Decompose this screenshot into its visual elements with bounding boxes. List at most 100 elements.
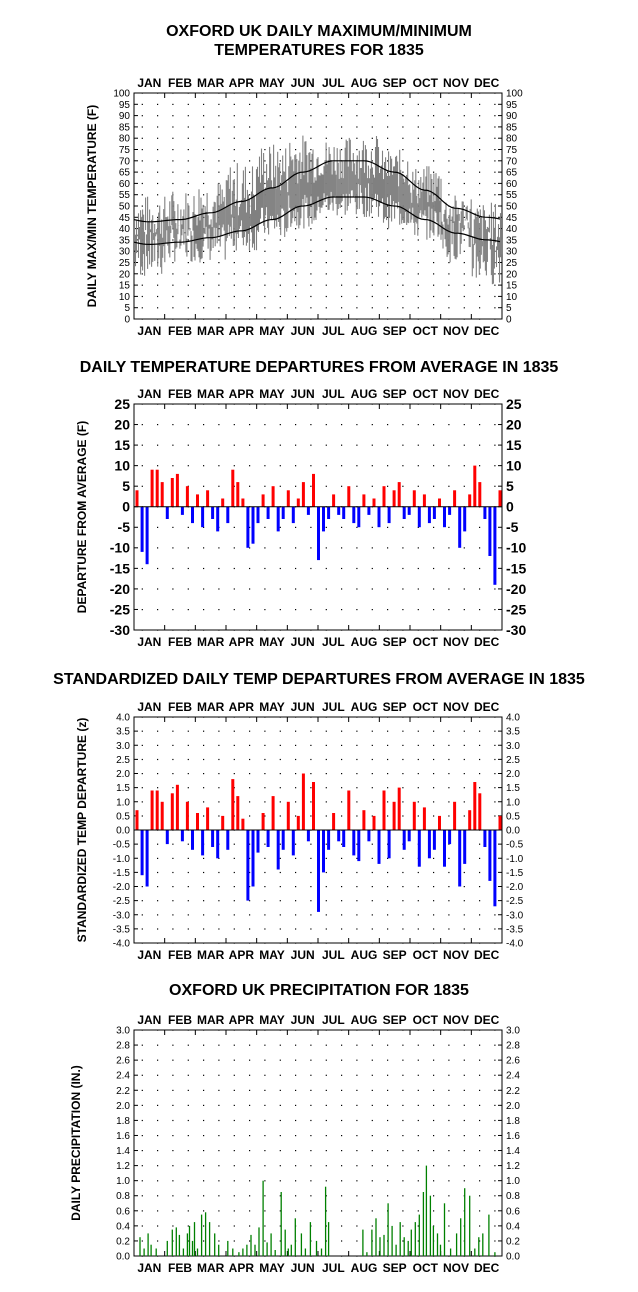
y-tick-label: 0 bbox=[506, 499, 514, 515]
grid-dot bbox=[448, 1210, 450, 1212]
grid-dot bbox=[295, 801, 297, 803]
grid-dot bbox=[157, 928, 159, 930]
grid-dot bbox=[463, 465, 465, 467]
grid-dot bbox=[494, 526, 496, 528]
grid-dot bbox=[310, 588, 312, 590]
grid-dot bbox=[310, 1210, 312, 1212]
grid-dot bbox=[172, 444, 174, 446]
grid-dot bbox=[341, 1104, 343, 1106]
month-label: FEB bbox=[168, 948, 192, 962]
y-tick-label: -20 bbox=[110, 581, 130, 597]
grid-dot bbox=[325, 485, 327, 487]
grid-dot bbox=[463, 773, 465, 775]
y-tick-label: 10 bbox=[506, 292, 518, 303]
grid-dot bbox=[325, 1180, 327, 1182]
data-bar bbox=[312, 473, 315, 507]
grid-dot bbox=[279, 1210, 281, 1212]
grid-dot bbox=[433, 1225, 435, 1227]
grid-dot bbox=[356, 928, 358, 930]
grid-dot bbox=[279, 773, 281, 775]
grid-dot bbox=[402, 588, 404, 590]
month-label: JUN bbox=[291, 700, 315, 714]
grid-dot bbox=[417, 1165, 419, 1167]
grid-dot bbox=[187, 1240, 189, 1242]
grid-dot bbox=[310, 1089, 312, 1091]
grid-dot bbox=[448, 115, 450, 117]
grid-dot bbox=[279, 273, 281, 275]
grid-dot bbox=[218, 857, 220, 859]
grid-dot bbox=[172, 1210, 174, 1212]
grid-dot bbox=[157, 160, 159, 162]
grid-dot bbox=[249, 1135, 251, 1137]
grid-dot bbox=[279, 1240, 281, 1242]
grid-dot bbox=[249, 1044, 251, 1046]
grid-dot bbox=[279, 609, 281, 611]
grid-dot bbox=[479, 182, 481, 185]
grid-dot bbox=[402, 716, 404, 718]
grid-dot bbox=[402, 801, 404, 803]
y-tick-label: -10 bbox=[506, 540, 526, 556]
data-bar bbox=[266, 830, 270, 847]
y-tick-label: 1.5 bbox=[116, 783, 130, 794]
grid-dot bbox=[371, 273, 373, 275]
y-tick-label: -2.5 bbox=[506, 896, 524, 907]
grid-dot bbox=[494, 1195, 496, 1197]
grid-dot bbox=[371, 1089, 373, 1091]
grid-dot bbox=[249, 547, 251, 549]
month-label: MAR bbox=[197, 76, 225, 90]
grid-dot bbox=[387, 295, 389, 298]
grid-dot bbox=[356, 284, 358, 286]
grid-dot bbox=[218, 194, 220, 196]
grid-dot bbox=[341, 629, 343, 631]
month-label: JUL bbox=[322, 387, 345, 401]
month-label: APR bbox=[229, 700, 255, 714]
grid-dot bbox=[187, 444, 189, 446]
grid-dot bbox=[141, 829, 143, 831]
grid-dot bbox=[325, 1240, 327, 1242]
grid-dot bbox=[310, 829, 312, 831]
grid-dot bbox=[295, 928, 297, 930]
grid-dot bbox=[249, 829, 251, 831]
grid-dot bbox=[157, 1135, 159, 1137]
grid-dot bbox=[387, 1119, 389, 1122]
grid-dot bbox=[141, 1180, 143, 1182]
grid-dot bbox=[341, 801, 343, 803]
grid-dot bbox=[417, 629, 419, 631]
grid-dot bbox=[310, 284, 312, 286]
grid-dot bbox=[387, 1165, 389, 1167]
data-bar bbox=[241, 818, 245, 830]
grid-dot bbox=[402, 295, 404, 298]
grid-dot bbox=[387, 928, 389, 930]
grid-dot bbox=[479, 942, 481, 944]
grid-dot bbox=[325, 115, 327, 117]
data-bar bbox=[281, 506, 285, 519]
grid-dot bbox=[187, 250, 189, 252]
grid-dot bbox=[295, 629, 297, 631]
grid-dot bbox=[295, 773, 297, 775]
grid-dot bbox=[203, 1074, 205, 1076]
grid-dot bbox=[203, 424, 205, 426]
grid-dot bbox=[264, 126, 266, 128]
grid-dot bbox=[494, 1255, 496, 1257]
grid-dot bbox=[249, 773, 251, 775]
grid-dot bbox=[233, 506, 235, 508]
grid-dot bbox=[187, 526, 189, 528]
y-tick-label: -25 bbox=[506, 601, 526, 617]
grid-dot bbox=[387, 205, 389, 207]
grid-dot bbox=[371, 588, 373, 590]
grid-dot bbox=[356, 1104, 358, 1106]
grid-dot bbox=[448, 758, 450, 761]
y-tick-label: 1.5 bbox=[506, 783, 520, 794]
data-bar bbox=[448, 830, 452, 845]
month-label: AUG bbox=[351, 1013, 378, 1027]
grid-dot bbox=[295, 239, 297, 241]
grid-dot bbox=[463, 1119, 465, 1122]
grid-dot bbox=[172, 171, 174, 173]
grid-dot bbox=[387, 239, 389, 241]
grid-dot bbox=[141, 914, 143, 916]
data-bar bbox=[463, 830, 467, 864]
grid-dot bbox=[479, 160, 481, 162]
grid-dot bbox=[218, 115, 220, 117]
grid-dot bbox=[172, 829, 174, 831]
grid-dot bbox=[463, 744, 465, 746]
